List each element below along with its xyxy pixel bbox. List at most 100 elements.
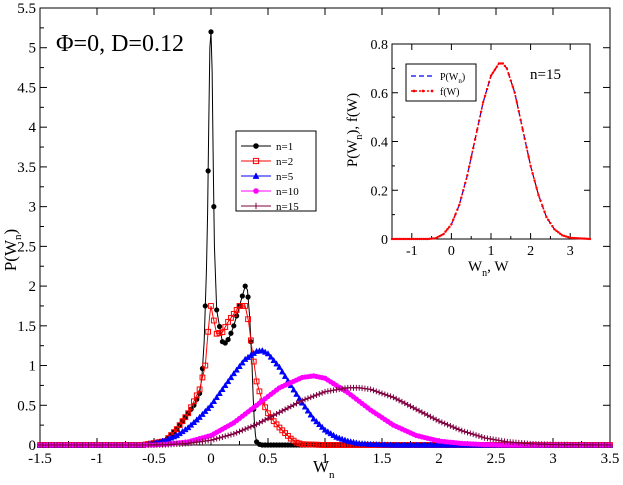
series-point-n=15 — [307, 394, 314, 401]
series-point-n=5 — [196, 413, 203, 420]
main-x-tick-label: 1.5 — [373, 451, 392, 467]
inset-series-point-fw — [580, 237, 584, 240]
legend-swatch-marker — [252, 172, 260, 179]
series-point-n=1 — [225, 336, 231, 343]
inset-series-point-fw — [412, 237, 415, 241]
inset-series-point-fw — [521, 128, 524, 131]
series-point-n=2 — [253, 378, 260, 385]
inset-series-point-fw — [535, 186, 538, 190]
series-point-n=15 — [282, 406, 288, 413]
inset-x-axis-label-main: W — [468, 259, 483, 275]
series-point-n=15 — [285, 405, 291, 411]
series-point-n=5 — [236, 362, 243, 369]
inset-series-point-fw — [456, 208, 459, 211]
series-point-n=15 — [387, 393, 394, 400]
main-x-axis: -1.5 -1 -0.5 0 0.5 1 1.5 2 2.5 3 3.5 — [28, 8, 619, 467]
inset-series-point-fw — [565, 235, 568, 238]
series-point-n=2 — [248, 337, 254, 344]
inset-legend-label: P(Wn) — [440, 72, 465, 85]
series-point-n=5 — [293, 390, 300, 397]
series-point-n=1 — [208, 29, 214, 35]
series-point-n=1 — [245, 294, 251, 300]
series-point-n=5 — [219, 385, 226, 393]
inset-series-point-fw — [400, 237, 404, 241]
series-point-n=2 — [188, 404, 194, 411]
series-point-n=1 — [205, 168, 211, 174]
series-point-n=5 — [267, 353, 275, 360]
series-point-n=15 — [273, 411, 280, 417]
series-n=15 — [37, 384, 613, 448]
inset-legend-swatch-marker — [421, 89, 425, 93]
inset-series-point-fw — [398, 237, 402, 241]
inset-series-point-fw — [569, 236, 572, 239]
series-point-n=2 — [245, 316, 251, 323]
inset-series-point-fw — [458, 203, 461, 207]
inset-series-point-fw — [493, 68, 497, 71]
main-y-axis-label-close: ) — [1, 229, 20, 235]
inset-series-point-fw — [505, 67, 509, 70]
series-point-n=5 — [230, 369, 238, 377]
inset-series-point-fw — [578, 237, 582, 240]
legend-swatch-marker — [252, 157, 260, 165]
series-point-n=5 — [210, 397, 218, 404]
series-point-n=5 — [199, 410, 206, 417]
series-point-n=15 — [396, 397, 402, 404]
series-point-n=2 — [185, 410, 192, 417]
inset-series-point-fw — [452, 218, 455, 221]
inset-series-point-fw — [545, 215, 548, 219]
inset-x-axis-label-rest: , W — [487, 259, 509, 275]
inset-x-tick-label: 2 — [527, 244, 534, 259]
inset-series-point-fw — [501, 62, 505, 65]
inset-series-point-fw — [434, 237, 437, 240]
inset-series-point-fw — [424, 237, 427, 241]
main-y-tick-label: 0.5 — [17, 398, 36, 414]
inset-series-point-fw — [473, 137, 477, 141]
series-line-n=2 — [40, 305, 610, 446]
inset-series-point-fw — [549, 221, 552, 225]
inset-series-point-fw — [574, 236, 578, 240]
series-point-n=1 — [228, 330, 234, 336]
series-point-n=15 — [248, 423, 254, 430]
series-point-n=15 — [473, 432, 479, 439]
main-x-tick-label: -1.5 — [28, 451, 52, 467]
series-point-n=15 — [476, 433, 482, 439]
series-point-n=15 — [319, 389, 326, 396]
series-point-n=15 — [228, 431, 234, 438]
series-point-n=15 — [427, 413, 434, 420]
inset-series-point-fw — [475, 128, 479, 132]
inset-series-point-fw — [555, 229, 558, 232]
inset-series-point-fw — [541, 204, 544, 208]
inset-x-tick-label: 0 — [448, 244, 455, 259]
series-point-n=2 — [202, 362, 209, 369]
inset-series-point-fw — [438, 234, 441, 238]
series-point-n=15 — [316, 391, 323, 397]
series-point-n=15 — [401, 400, 408, 407]
series-point-n=15 — [233, 429, 240, 436]
series-n=2 — [37, 303, 613, 448]
inset-series-point-fw — [420, 237, 423, 241]
inset-series-point-fw — [561, 234, 564, 237]
main-y-axis-label-main: P(W — [1, 239, 20, 271]
series-point-n=15 — [299, 397, 306, 404]
series-n=5 — [36, 346, 614, 448]
inset-legend-item-0: P(Wn) — [411, 72, 465, 85]
inset-series-point-fw — [442, 232, 445, 236]
series-point-n=1 — [231, 323, 237, 329]
inset-series-point-fw — [406, 237, 410, 241]
legend-label: n=1 — [276, 141, 293, 153]
main-y-axis-label-sub: n — [12, 234, 24, 240]
inset-series-point-fw — [440, 233, 443, 237]
inset-series-point-fw — [454, 213, 457, 216]
inset-series-group — [390, 62, 592, 241]
inset-series-point-fw — [390, 237, 394, 241]
inset-series-point-fw — [582, 237, 586, 240]
series-point-n=15 — [276, 409, 283, 416]
series-point-n=15 — [367, 386, 374, 393]
inset-series-point-fw — [450, 223, 453, 226]
legend-item-n=2: n=2 — [241, 156, 293, 168]
main-x-axis-label: Wn — [313, 457, 335, 481]
inset-series-point-fw — [466, 174, 469, 177]
series-point-n=1 — [211, 204, 217, 210]
series-point-n=15 — [256, 419, 263, 426]
